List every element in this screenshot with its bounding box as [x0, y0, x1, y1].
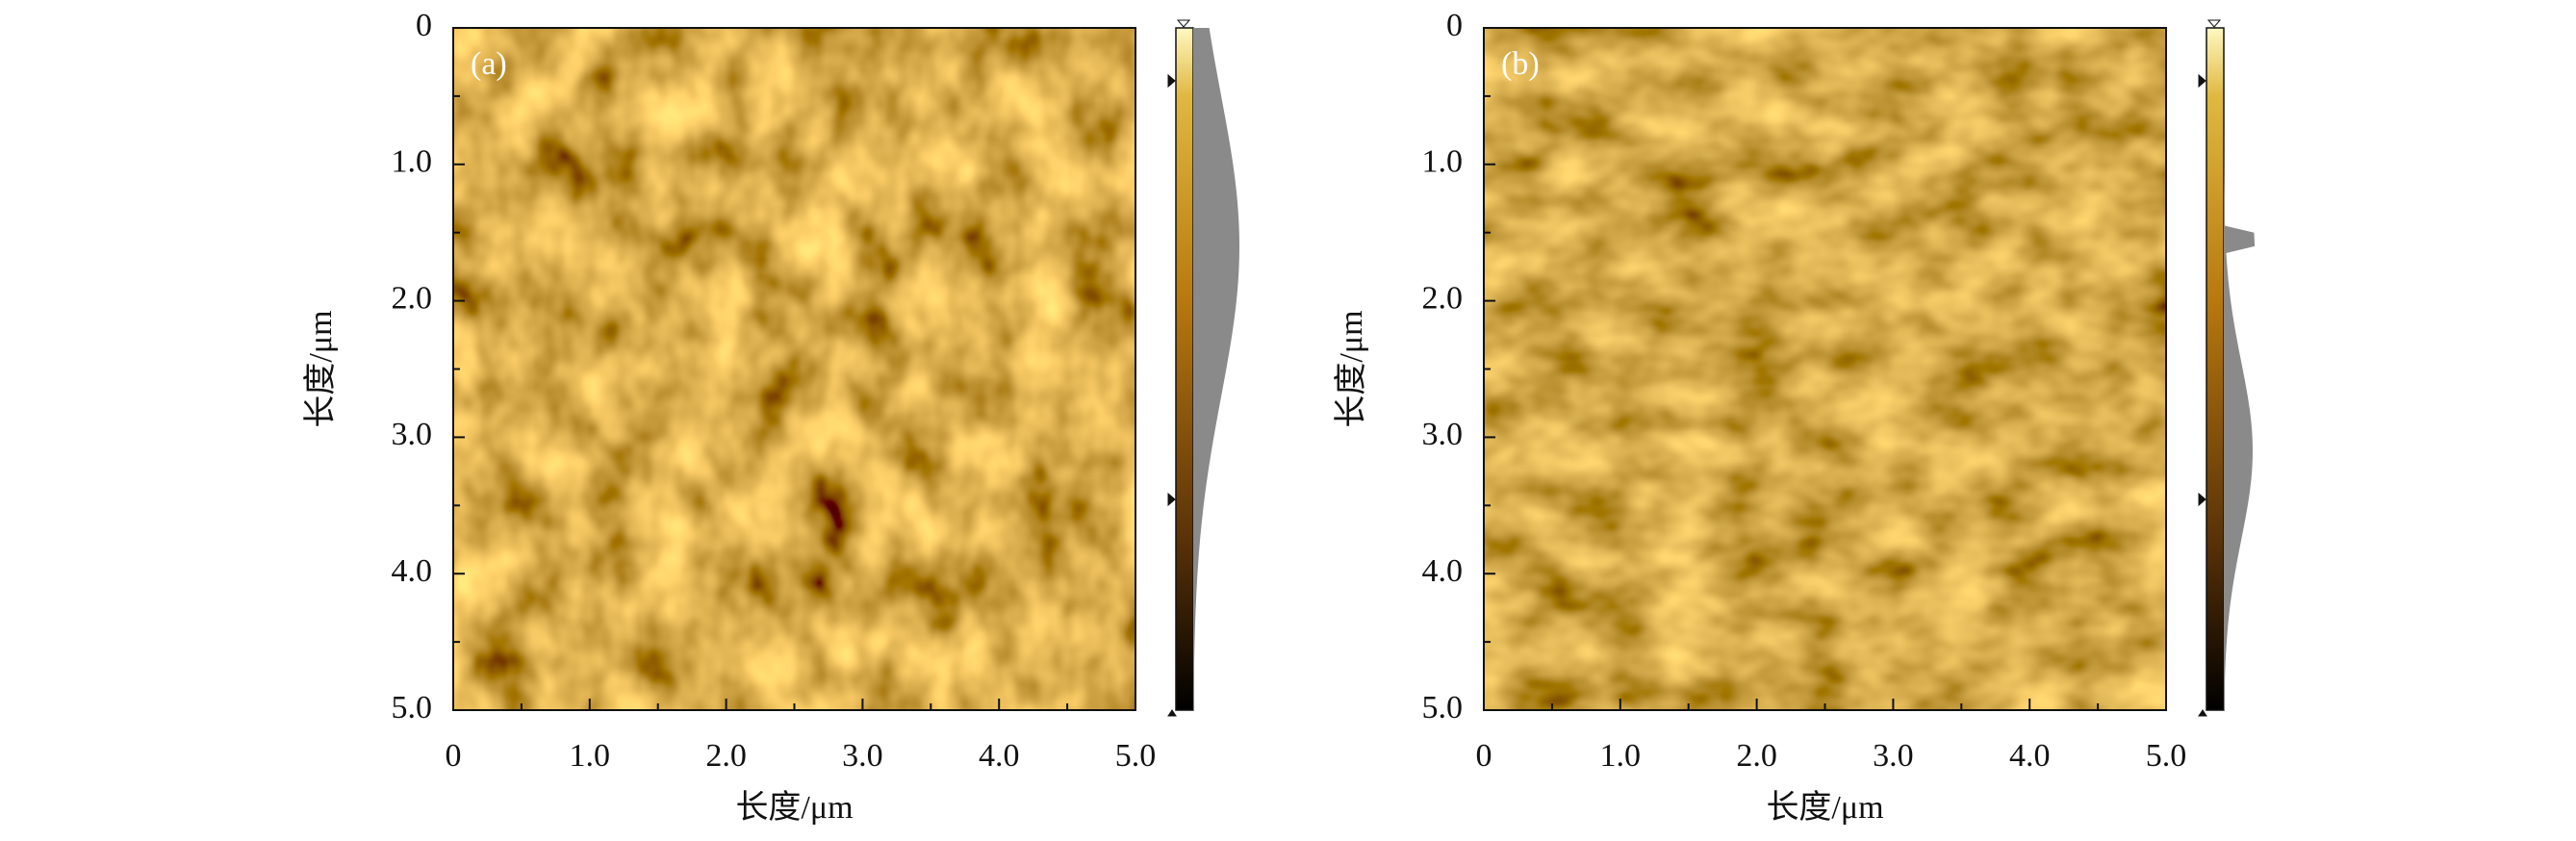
panel-label: (a): [471, 46, 507, 82]
color-bar-marker: [2206, 19, 2222, 28]
x-tick-label: 5.0: [1115, 738, 1157, 774]
x-tick-label: 2.0: [705, 738, 747, 774]
afm-image: [1484, 28, 2166, 710]
afm-image: [453, 28, 1135, 710]
color-bar-marker: [1167, 709, 1177, 717]
y-axis-label: 长度/μm: [1333, 310, 1369, 427]
x-tick-label: 0: [446, 738, 462, 774]
x-tick-label: 4.0: [979, 738, 1020, 774]
y-tick-label: 3.0: [392, 417, 433, 452]
y-tick-label: 2.0: [392, 280, 433, 316]
color-bar-marker: [1167, 73, 1176, 89]
y-tick-label: 1.0: [1422, 144, 1464, 180]
y-tick-label: 4.0: [392, 553, 433, 589]
x-tick-label: 1.0: [570, 738, 611, 774]
x-tick-label: 3.0: [1873, 738, 1914, 774]
y-tick-label: 5.0: [1422, 690, 1464, 726]
y-tick-label: 2.0: [1422, 280, 1464, 316]
y-tick-label: 4.0: [1422, 553, 1464, 589]
x-axis-label: 长度/μm: [735, 789, 853, 826]
y-tick-label: 1.0: [392, 144, 433, 180]
x-tick-label: 0: [1476, 738, 1492, 774]
color-bar: [2206, 27, 2225, 711]
color-bar-marker: [1167, 492, 1176, 507]
color-bar-marker: [2198, 73, 2206, 89]
color-bar-marker: [1176, 19, 1191, 28]
x-tick-label: 4.0: [2009, 738, 2051, 774]
panel-label: (b): [1501, 46, 1540, 82]
y-tick-label: 0: [416, 8, 432, 43]
height-histogram: [2224, 28, 2256, 710]
x-tick-label: 5.0: [2146, 738, 2187, 774]
color-bar-marker: [2198, 492, 2206, 507]
x-tick-label: 3.0: [842, 738, 883, 774]
height-histogram: [1193, 28, 1239, 710]
y-tick-label: 5.0: [392, 690, 433, 726]
color-bar: [1175, 27, 1194, 711]
x-tick-label: 2.0: [1736, 738, 1777, 774]
x-tick-label: 1.0: [1600, 738, 1642, 774]
color-bar-marker: [2198, 709, 2207, 717]
y-tick-label: 3.0: [1422, 417, 1464, 452]
y-axis-label: 长度/μm: [302, 310, 339, 427]
x-axis-label: 长度/μm: [1766, 789, 1883, 826]
y-tick-label: 0: [1446, 8, 1463, 43]
